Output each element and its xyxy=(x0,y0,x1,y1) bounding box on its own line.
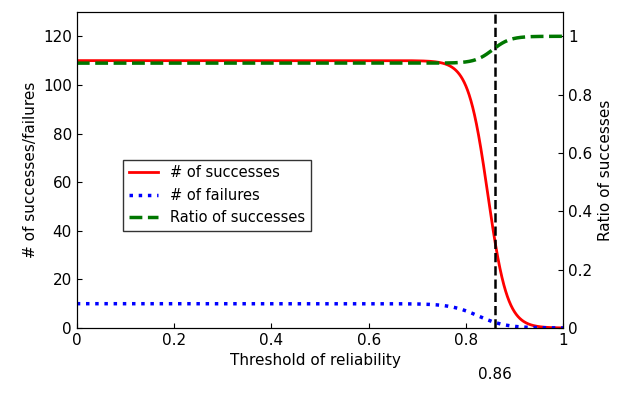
# of failures xyxy=(550,326,557,330)
# of failures xyxy=(280,301,288,306)
# of successes xyxy=(280,58,288,63)
Line: # of successes: # of successes xyxy=(77,61,563,328)
# of failures xyxy=(73,301,81,306)
# of successes xyxy=(73,58,81,63)
# of failures xyxy=(559,326,567,330)
# of failures xyxy=(129,301,136,306)
# of successes xyxy=(157,58,165,63)
Ratio of successes xyxy=(497,41,505,46)
# of successes xyxy=(259,58,267,63)
Text: 0.86: 0.86 xyxy=(478,367,512,382)
Legend: # of successes, # of failures, Ratio of successes: # of successes, # of failures, Ratio of … xyxy=(123,160,310,231)
Ratio of successes xyxy=(129,61,136,66)
# of successes xyxy=(550,325,557,330)
Ratio of successes xyxy=(157,61,165,66)
Ratio of successes xyxy=(280,61,288,66)
# of successes xyxy=(497,272,505,277)
Ratio of successes xyxy=(550,34,557,39)
Ratio of successes xyxy=(73,61,81,66)
Y-axis label: # of successes/failures: # of successes/failures xyxy=(22,82,38,258)
# of successes xyxy=(559,326,567,330)
# of failures xyxy=(497,322,505,326)
Y-axis label: Ratio of successes: Ratio of successes xyxy=(598,99,613,241)
X-axis label: Threshold of reliability  : Threshold of reliability xyxy=(230,354,410,368)
Ratio of successes xyxy=(559,34,567,39)
# of successes xyxy=(129,58,136,63)
Line: # of failures: # of failures xyxy=(77,304,563,328)
Ratio of successes xyxy=(259,61,267,66)
# of failures xyxy=(259,301,267,306)
Line: Ratio of successes: Ratio of successes xyxy=(77,36,563,63)
# of failures xyxy=(157,301,165,306)
